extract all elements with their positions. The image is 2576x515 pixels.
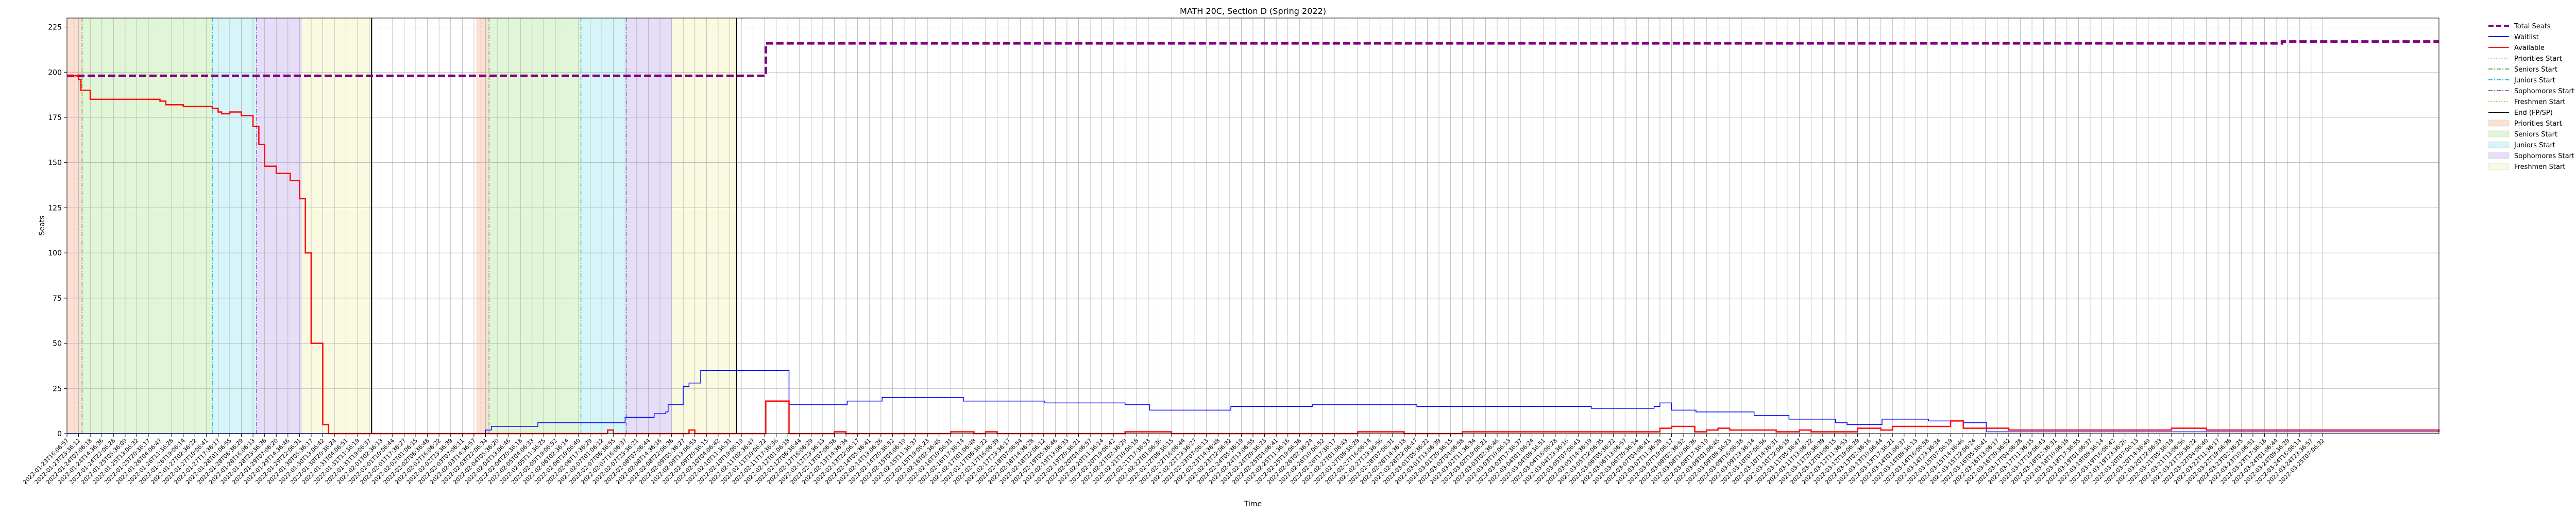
phase-span [489,18,581,434]
legend-label: End (FP/SP) [2514,109,2553,117]
legend-label: Waitlist [2514,33,2539,41]
phase-span [671,18,737,434]
series-total-seats [67,40,2439,77]
phase-span [476,18,489,434]
legend-swatch [2488,141,2510,148]
legend-swatch [2488,130,2510,138]
phase-span [301,18,372,434]
grid [66,18,2439,434]
legend-swatch [2488,119,2510,127]
legend-label: Priorities Start [2514,120,2562,128]
x-axis-label: Time [1244,500,1262,508]
legend-swatch [2488,163,2510,170]
y-tick-label: 125 [48,204,62,212]
x-axis: 2022-01-23T16:06:572022-01-23T23:36:1220… [22,434,2326,486]
y-axis-label: Seats [38,216,46,236]
legend: Total Seats Waitlist Available Priorities S… [2488,23,2574,171]
legend-label: Total Seats [2514,23,2551,30]
y-tick-label: 0 [57,430,62,438]
legend-label: Priorities Start [2514,55,2562,63]
series-available [67,75,2440,435]
y-axis: 0 25 50 75 100 125 150 175 200 225 [48,24,67,438]
legend-label: Freshmen Start [2514,163,2565,171]
y-tick-label: 175 [48,114,62,122]
phase-spans [67,18,737,434]
legend-label: Juniors Start [2514,77,2555,84]
legend-label: Available [2514,44,2545,52]
legend-label: Juniors Start [2514,142,2555,149]
y-tick-label: 25 [53,385,62,393]
series-lines [67,40,2440,435]
legend-swatch [2488,152,2510,159]
phase-span [256,18,302,434]
series-waitlist [67,370,2439,434]
phase-span [82,18,213,434]
y-tick-label: 150 [48,159,62,167]
y-tick-label: 75 [53,295,62,303]
phase-span [626,18,672,434]
legend-label: Seniors Start [2514,131,2557,139]
y-tick-label: 50 [53,340,62,348]
phase-lines [73,18,737,434]
legend-label: Seniors Start [2514,66,2557,74]
chart-title: MATH 20C, Section D (Spring 2022) [1180,6,1326,16]
y-tick-label: 100 [48,249,62,258]
phase-span [212,18,257,434]
phase-span [67,18,82,434]
legend-label: Sophomores Start [2514,88,2574,95]
phase-span [581,18,626,434]
y-tick-label: 225 [48,24,62,32]
legend-label: Freshmen Start [2514,98,2565,106]
legend-label: Sophomores Start [2514,152,2574,160]
y-tick-label: 200 [48,68,62,77]
